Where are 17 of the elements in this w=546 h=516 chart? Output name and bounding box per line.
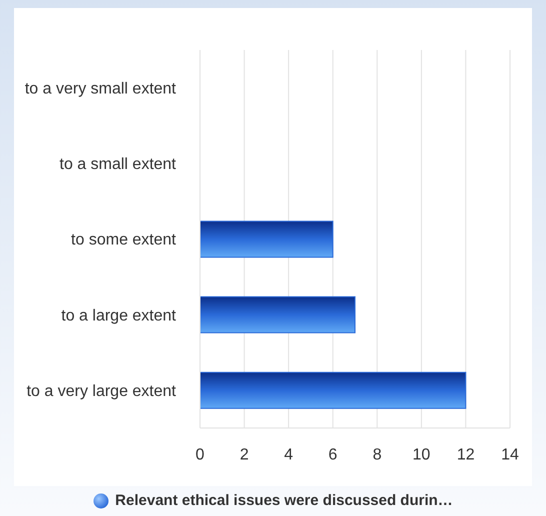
x-tick-label: 14 — [501, 446, 519, 464]
x-tick-label: 8 — [372, 446, 382, 464]
legend-label: Relevant ethical issues were discussed durin… — [115, 492, 453, 509]
y-tick-label: to a very large extent — [26, 382, 177, 400]
x-tick-label: 2 — [240, 446, 249, 464]
x-tick-label: 10 — [412, 446, 430, 464]
x-tick-label: 12 — [456, 446, 475, 464]
y-tick-label: to a small extent — [60, 156, 177, 174]
y-tick-label: to some extent — [71, 232, 177, 249]
bar — [200, 372, 466, 409]
bar — [200, 220, 334, 258]
x-tick-label: 0 — [196, 446, 205, 464]
y-tick-label: to a very small extent — [24, 80, 177, 98]
y-tick-label: to a large extent — [61, 307, 177, 324]
x-tick-label: 6 — [328, 446, 338, 464]
bar — [200, 296, 356, 334]
x-tick-label: 4 — [284, 446, 294, 464]
